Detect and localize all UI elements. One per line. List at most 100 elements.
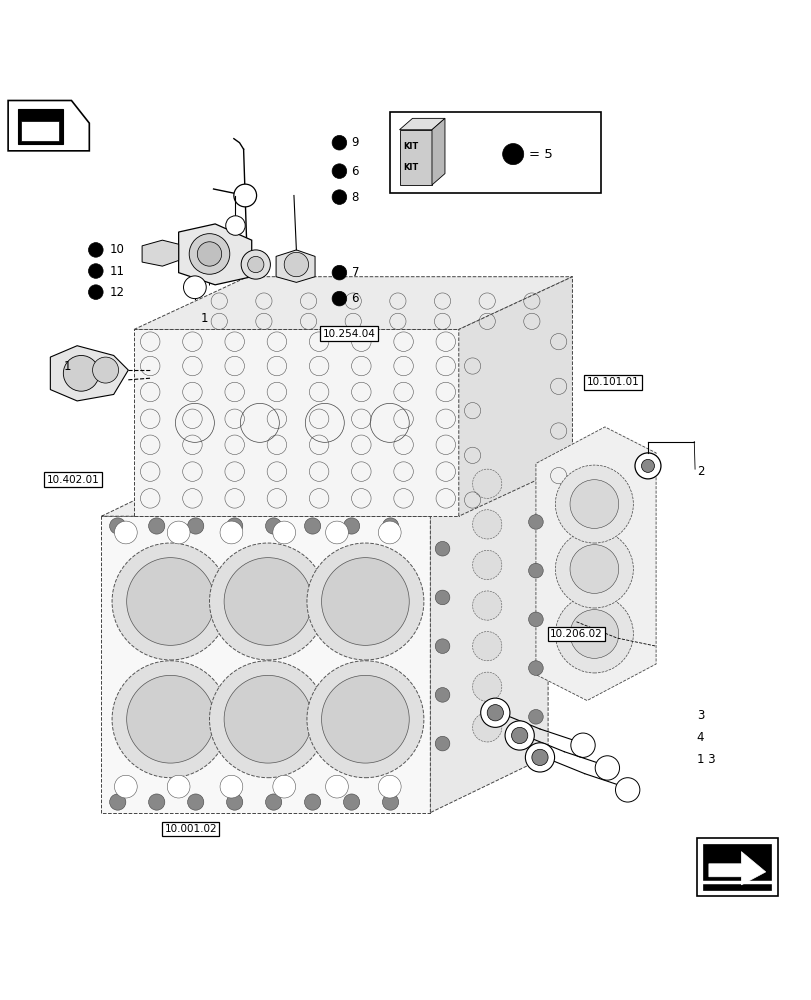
Circle shape bbox=[332, 190, 346, 204]
Circle shape bbox=[220, 521, 242, 544]
Circle shape bbox=[234, 184, 256, 207]
Circle shape bbox=[502, 144, 523, 165]
Circle shape bbox=[226, 794, 242, 810]
Text: 12: 12 bbox=[109, 286, 124, 299]
Text: 6: 6 bbox=[351, 292, 358, 305]
Polygon shape bbox=[178, 224, 251, 285]
Text: = 5: = 5 bbox=[529, 148, 552, 161]
Circle shape bbox=[304, 794, 320, 810]
Text: KIT: KIT bbox=[402, 142, 418, 151]
Circle shape bbox=[472, 591, 501, 620]
Circle shape bbox=[569, 610, 618, 658]
Circle shape bbox=[88, 243, 103, 257]
Circle shape bbox=[472, 550, 501, 580]
Circle shape bbox=[114, 521, 137, 544]
Circle shape bbox=[127, 675, 214, 763]
Circle shape bbox=[343, 794, 359, 810]
Circle shape bbox=[615, 778, 639, 802]
Polygon shape bbox=[430, 459, 547, 813]
Circle shape bbox=[528, 661, 543, 675]
Polygon shape bbox=[50, 346, 128, 401]
Circle shape bbox=[332, 135, 346, 150]
Polygon shape bbox=[142, 240, 178, 266]
Circle shape bbox=[528, 515, 543, 529]
Circle shape bbox=[569, 545, 618, 593]
Circle shape bbox=[209, 661, 326, 778]
Circle shape bbox=[307, 661, 423, 778]
FancyBboxPatch shape bbox=[389, 112, 600, 193]
Circle shape bbox=[472, 469, 501, 498]
Circle shape bbox=[382, 518, 398, 534]
Circle shape bbox=[641, 459, 654, 472]
Circle shape bbox=[224, 675, 311, 763]
Circle shape bbox=[148, 518, 165, 534]
Circle shape bbox=[504, 721, 534, 750]
Polygon shape bbox=[458, 277, 572, 516]
Text: 10.206.02: 10.206.02 bbox=[550, 629, 602, 639]
Circle shape bbox=[187, 518, 204, 534]
Circle shape bbox=[594, 756, 619, 780]
Text: 1: 1 bbox=[63, 360, 71, 373]
Polygon shape bbox=[134, 329, 458, 516]
Circle shape bbox=[112, 543, 229, 660]
Polygon shape bbox=[702, 844, 770, 890]
Circle shape bbox=[272, 521, 295, 544]
Circle shape bbox=[487, 705, 503, 721]
Circle shape bbox=[435, 736, 449, 751]
Text: 1 3: 1 3 bbox=[696, 753, 714, 766]
Circle shape bbox=[555, 595, 633, 673]
Circle shape bbox=[555, 465, 633, 543]
Circle shape bbox=[382, 794, 398, 810]
Circle shape bbox=[511, 727, 527, 744]
Circle shape bbox=[167, 775, 190, 798]
Circle shape bbox=[634, 453, 660, 479]
Circle shape bbox=[378, 521, 401, 544]
FancyBboxPatch shape bbox=[696, 838, 777, 896]
Circle shape bbox=[570, 733, 594, 757]
Polygon shape bbox=[708, 852, 765, 885]
Text: 10.101.01: 10.101.01 bbox=[586, 377, 638, 387]
Circle shape bbox=[284, 252, 308, 277]
Circle shape bbox=[265, 518, 281, 534]
Text: 2: 2 bbox=[696, 465, 703, 478]
Circle shape bbox=[307, 543, 423, 660]
Circle shape bbox=[272, 775, 295, 798]
Circle shape bbox=[555, 530, 633, 608]
Circle shape bbox=[127, 558, 214, 645]
Polygon shape bbox=[431, 118, 444, 185]
Circle shape bbox=[472, 632, 501, 661]
Text: 6: 6 bbox=[351, 165, 358, 178]
Circle shape bbox=[528, 709, 543, 724]
Circle shape bbox=[92, 357, 118, 383]
Circle shape bbox=[472, 713, 501, 742]
Circle shape bbox=[209, 543, 326, 660]
Circle shape bbox=[226, 518, 242, 534]
Text: 4: 4 bbox=[696, 731, 703, 744]
Circle shape bbox=[148, 794, 165, 810]
Text: 8: 8 bbox=[351, 191, 358, 204]
Text: 10: 10 bbox=[109, 243, 124, 256]
Circle shape bbox=[569, 480, 618, 528]
Circle shape bbox=[114, 775, 137, 798]
Text: 11: 11 bbox=[109, 265, 124, 278]
Polygon shape bbox=[101, 459, 547, 516]
Text: 10.254.04: 10.254.04 bbox=[322, 329, 375, 339]
Circle shape bbox=[63, 355, 99, 391]
Circle shape bbox=[112, 661, 229, 778]
Text: KIT: KIT bbox=[402, 163, 418, 172]
Circle shape bbox=[531, 749, 547, 766]
Circle shape bbox=[332, 164, 346, 178]
Circle shape bbox=[241, 250, 270, 279]
Polygon shape bbox=[276, 250, 315, 282]
Circle shape bbox=[304, 518, 320, 534]
Circle shape bbox=[435, 639, 449, 653]
Circle shape bbox=[167, 521, 190, 544]
Circle shape bbox=[332, 291, 346, 306]
Circle shape bbox=[435, 590, 449, 605]
Circle shape bbox=[325, 521, 348, 544]
Circle shape bbox=[109, 518, 126, 534]
Polygon shape bbox=[535, 427, 655, 701]
Circle shape bbox=[109, 794, 126, 810]
Text: 1: 1 bbox=[200, 312, 208, 325]
Circle shape bbox=[343, 518, 359, 534]
